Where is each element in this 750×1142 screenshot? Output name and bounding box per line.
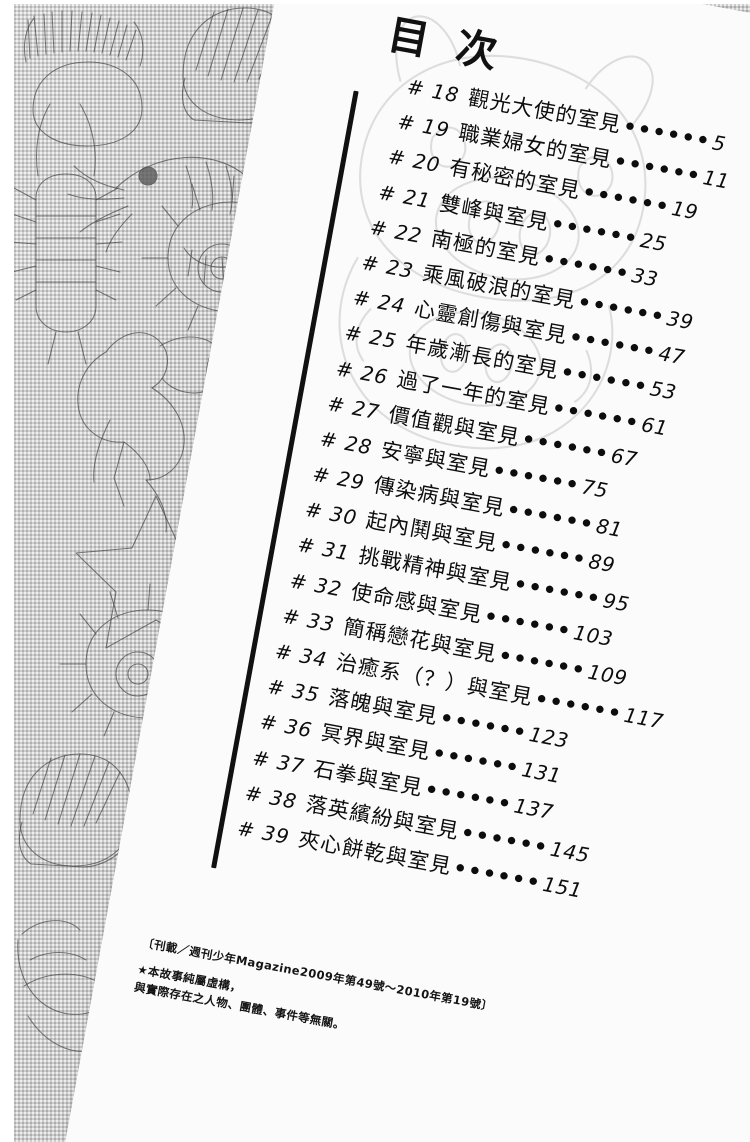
toc-entry-number: # 37 [250,745,307,779]
sea-anemone-icon [24,11,142,146]
toc-entry-number: # 25 [342,320,399,354]
toc-entry-page-number: 25 [638,227,669,256]
toc-entry-page-number: 145 [548,836,592,868]
toc-entry-number: # 35 [265,674,322,708]
toc-entry-page-number: 19 [669,196,701,225]
content-sheet: 目次 # 18 觀光大使的室見 •••••• 5 # 19 職業婦女的室見 •••••• 11… [60,0,750,1142]
toc-entry-number: # 20 [386,144,443,178]
toc-entry-page-number: 137 [512,793,556,824]
credits-block: 〔刊載／週刊少年Magazine2009年第49號～2010年第19號〕 ★本故… [133,935,656,1090]
toc-entry-number: # 36 [258,709,315,743]
toc-entry-number: # 32 [288,567,345,602]
toc-entry-number: # 38 [243,780,300,814]
toc-entry-page-number: 53 [648,376,679,405]
scan-edge-top [0,0,750,4]
toc-entry-number: # 28 [318,426,375,460]
toc-entry-page-number: 109 [585,659,630,691]
toc-entry-number: # 21 [376,179,433,213]
toc-entry-number: # 31 [295,532,352,566]
toc-entry-list: # 18 觀光大使的室見 •••••• 5 # 19 職業婦女的室見 •••••• 11 # 2… [233,64,750,948]
toc-entry-leader-dots: •••••• [451,855,544,896]
toc-entry-number: # 33 [280,603,337,637]
toc-entry-page-number: 11 [701,165,732,194]
toc-entry-page-number: 5 [710,130,728,157]
toc-entry-page-number: 117 [622,702,666,734]
scan-edge-left [0,0,14,1142]
toc-entry-number: # 26 [334,355,391,389]
toc-entry-page-number: 61 [639,411,670,441]
toc-entry-number: # 34 [273,638,330,672]
isopod-icon [10,104,122,364]
toc-entry-page-number: 75 [579,474,611,503]
toc-entry-page-number: 67 [609,442,640,472]
toc-entry-page-number: 123 [527,722,571,753]
toc-entry-page-number: 47 [656,341,687,370]
toc-entry-number: # 23 [359,249,416,284]
toc-entry-number: # 27 [325,390,382,424]
toc-entry-page-number: 89 [586,549,618,578]
toc-entry-page-number: 81 [594,513,625,543]
toc-entry-number: # 39 [235,815,292,849]
toc-entry-number: # 22 [368,214,425,248]
toc-entry-number: # 18 [405,74,462,108]
toc-entry-number: # 29 [310,461,367,495]
toc-entry-page-number: 39 [665,305,696,335]
toc-entry-page-number: 103 [571,619,615,651]
toc-entry-page-number: 151 [540,871,585,903]
toc-entry-number: # 30 [303,497,360,531]
toc-entry-page-number: 95 [600,588,632,617]
toc-entry-page-number: 33 [629,262,661,292]
toc-entry-page-number: 131 [519,757,564,789]
toc-entry-number: # 24 [351,285,408,319]
toc-entry-number: # 19 [395,109,452,143]
